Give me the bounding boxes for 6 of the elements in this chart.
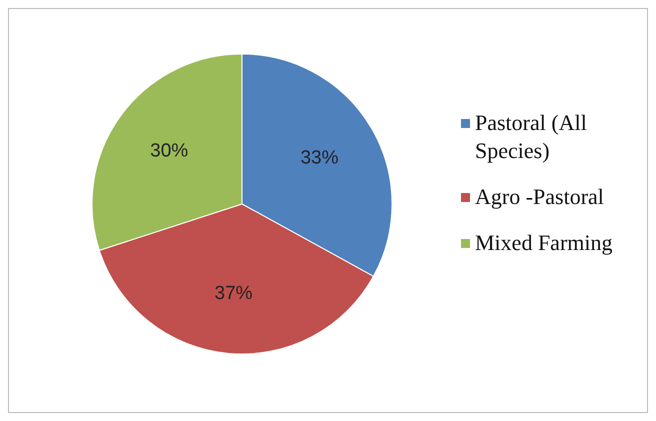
legend-label: Mixed Farming	[475, 229, 612, 257]
data-label: 37%	[214, 283, 253, 304]
data-label: 30%	[150, 140, 188, 162]
data-label: 33%	[300, 148, 339, 169]
legend-label: Agro -Pastoral	[475, 183, 604, 211]
legend-label: Pastoral (All Species)	[475, 109, 588, 165]
